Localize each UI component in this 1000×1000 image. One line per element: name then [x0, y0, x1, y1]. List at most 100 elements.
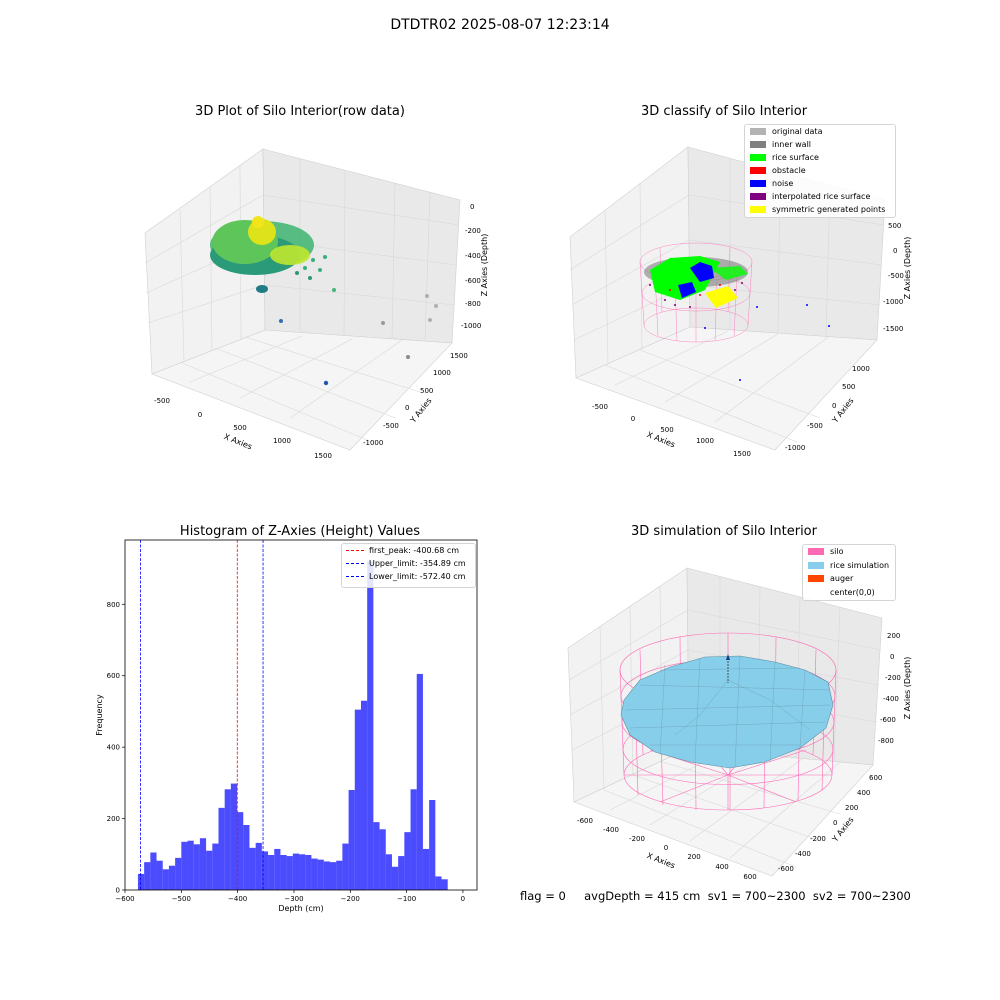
- histogram-bar: [441, 879, 448, 890]
- raw-ztick: -200: [465, 227, 481, 235]
- legend-line-swatch: [346, 576, 364, 577]
- histogram-bar: [237, 812, 244, 890]
- simulation-ytick: 0: [833, 819, 837, 827]
- histogram-ylabel: Frequency: [95, 694, 104, 736]
- simulation-ztick: -800: [878, 737, 894, 745]
- simulation-xtick: 600: [743, 873, 756, 881]
- histogram-legend-entry: Upper_limit: -354.89 cm: [342, 557, 475, 570]
- histogram-xtick-label: −100: [397, 895, 416, 903]
- simulation-3d-plot: -600 -400 -200 0 200 400 600 -600 -400 -…: [567, 567, 912, 881]
- histogram-bar: [218, 807, 225, 890]
- raw-xtick: 1500: [314, 452, 332, 460]
- legend-label: obstacle: [772, 166, 806, 175]
- histogram-bar: [385, 854, 392, 890]
- raw-xtick: 1000: [273, 437, 291, 445]
- raw-floor-pane: [151, 329, 453, 451]
- classify-panel-title: 3D classify of Silo Interior: [640, 104, 808, 119]
- histogram-bar: [199, 838, 207, 890]
- legend-label: auger: [830, 574, 854, 584]
- histogram-bar: [435, 876, 442, 890]
- simulation-rice-mesh: [624, 656, 831, 768]
- histogram-ytick-label: 0: [116, 887, 120, 895]
- histogram-bar: [274, 848, 281, 890]
- classify-xtick: 1500: [733, 450, 751, 458]
- classify-legend: original data inner wall rice surface obsta…: [744, 124, 896, 218]
- raw-ztick: -600: [465, 277, 481, 285]
- classify-zlabel: Z Axies (Depth): [903, 237, 912, 300]
- histogram-frame: [124, 539, 478, 891]
- histogram-bar: [348, 790, 355, 890]
- legend-entry: noise: [745, 177, 895, 190]
- histogram-xtick-label: −400: [228, 895, 247, 903]
- histogram-bar: [230, 783, 238, 890]
- histogram-bar: [404, 832, 411, 890]
- classify-xtick: 1000: [696, 437, 714, 445]
- classify-ztick: -500: [888, 272, 904, 280]
- classify-ytick: 0: [832, 402, 836, 410]
- simulation-xlabel: X Axies: [646, 851, 677, 870]
- histogram-bar: [311, 858, 318, 890]
- histogram-bar: [398, 856, 405, 890]
- classify-noise-points: [704, 304, 830, 381]
- simulation-ztick: 0: [890, 653, 894, 661]
- legend-color-swatch: [808, 561, 824, 569]
- simulation-ztick: 200: [887, 632, 900, 640]
- simulation-xtick: 0: [664, 844, 668, 852]
- histogram-bar: [422, 848, 430, 890]
- histogram-bar: [168, 865, 176, 890]
- legend-color-swatch: [808, 588, 824, 596]
- classify-xtick: 500: [660, 426, 673, 434]
- histogram-bar: [268, 855, 275, 890]
- classify-ylabel: Y Axies: [830, 396, 856, 425]
- legend-color-swatch: [808, 575, 824, 583]
- histogram-legend: first_peak: -400.68 cm Upper_limit: -354.…: [341, 543, 476, 588]
- raw-ztick: -400: [465, 252, 481, 260]
- raw-ytick: 1500: [450, 352, 468, 360]
- histogram-bar: [286, 856, 293, 890]
- classify-ytick: 1000: [852, 365, 870, 373]
- classify-ztick: 0: [893, 247, 897, 255]
- legend-label: rice surface: [772, 153, 819, 162]
- legend-label: Upper_limit: -354.89 cm: [369, 559, 466, 568]
- legend-color-swatch: [750, 193, 766, 200]
- legend-entry: inner wall: [745, 138, 895, 151]
- legend-entry: auger: [803, 572, 895, 586]
- histogram-xtick-label: −300: [284, 895, 303, 903]
- legend-color-swatch: [750, 154, 766, 161]
- histogram-bar: [379, 829, 386, 890]
- classify-ztick: -1000: [883, 298, 903, 306]
- histogram-bar: [181, 841, 188, 890]
- histogram-bar: [261, 851, 269, 890]
- histogram-bar: [206, 850, 213, 890]
- legend-entry: interpolated rice surface: [745, 190, 895, 203]
- legend-entry: rice simulation: [803, 559, 895, 573]
- legend-line-swatch: [346, 550, 364, 551]
- histogram-bar: [280, 855, 287, 890]
- simulation-ztick: -200: [885, 674, 901, 682]
- raw-ytick: 500: [420, 387, 433, 395]
- histogram-xtick-label: 0: [461, 895, 465, 903]
- raw-xtick: 0: [198, 411, 202, 419]
- histogram-xtick-label: −500: [172, 895, 191, 903]
- histogram-ytick-label: 800: [107, 601, 120, 609]
- histogram-bar: [299, 854, 306, 890]
- legend-entry: center(0,0): [803, 586, 895, 600]
- histogram-xtick-label: −600: [115, 895, 134, 903]
- histogram-bar: [137, 873, 145, 890]
- histogram-bar: [354, 709, 361, 890]
- classify-ytick: -1000: [785, 444, 805, 452]
- histogram-bar: [342, 843, 349, 890]
- histogram-bar: [255, 842, 262, 890]
- simulation-xtick: -600: [577, 817, 593, 825]
- legend-color-swatch: [808, 548, 824, 556]
- histogram-bar: [249, 847, 256, 890]
- histogram-bar: [292, 853, 300, 890]
- simulation-xtick: 200: [687, 853, 700, 861]
- histogram-bar: [243, 825, 250, 890]
- legend-entry: original data: [745, 125, 895, 138]
- simulation-xtick: 400: [715, 863, 728, 871]
- histogram-xtick-label: −200: [341, 895, 360, 903]
- histogram-bar: [187, 840, 194, 890]
- legend-label: silo: [830, 547, 844, 557]
- simulation-ztick: -400: [883, 695, 899, 703]
